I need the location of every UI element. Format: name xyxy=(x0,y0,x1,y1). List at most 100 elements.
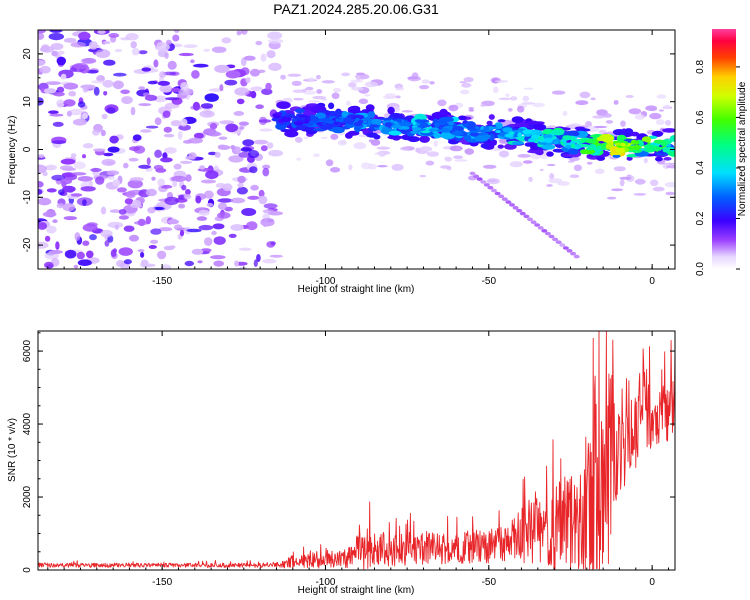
noise-blob xyxy=(112,80,124,90)
streak-blob xyxy=(501,197,508,201)
noise-blob xyxy=(237,175,246,184)
noise-blob xyxy=(137,249,145,253)
haze-blob xyxy=(341,72,350,77)
haze-blob xyxy=(528,176,533,182)
noise-blob xyxy=(38,59,46,66)
ridge-blob xyxy=(546,151,554,157)
noise-blob xyxy=(73,62,89,70)
haze-blob xyxy=(498,97,512,101)
ridge-blob xyxy=(660,141,668,146)
haze-blob xyxy=(643,157,648,164)
haze-blob xyxy=(315,74,321,80)
snr-plot-area xyxy=(38,331,675,570)
noise-blob xyxy=(218,136,228,140)
noise-blob xyxy=(139,263,156,268)
noise-blob xyxy=(159,71,167,78)
haze-blob xyxy=(353,142,367,150)
ridge-blob xyxy=(641,136,652,144)
y-tick-label: -10 xyxy=(22,190,33,205)
haze-blob xyxy=(364,94,371,97)
haze-blob xyxy=(454,159,468,162)
noise-blob xyxy=(265,82,272,90)
noise-blob xyxy=(196,216,208,221)
noise-blob xyxy=(249,166,258,174)
noise-blob xyxy=(234,87,250,96)
noise-blob xyxy=(82,240,90,246)
noise-blob xyxy=(62,203,75,212)
haze-blob xyxy=(613,166,626,172)
noise-blob xyxy=(128,157,139,162)
ridge-blob xyxy=(570,136,575,142)
noise-blob xyxy=(181,184,187,191)
figure-title: PAZ1.2024.285.20.06.G31 xyxy=(273,1,439,17)
noise-blob xyxy=(213,260,224,267)
noise-blob xyxy=(162,110,171,118)
streak-blob xyxy=(519,211,526,216)
noise-blob xyxy=(191,248,204,255)
noise-blob xyxy=(77,101,86,108)
haze-blob xyxy=(407,76,419,80)
noise-blob xyxy=(269,254,283,258)
noise-blob xyxy=(154,149,163,158)
ridge-blob xyxy=(410,130,419,134)
haze-blob xyxy=(464,148,474,155)
spectrogram-axes: -150 -100 -50 0 20 10 0 -10 -20 xyxy=(22,29,675,287)
colorbar-tick-label: 0.2 xyxy=(695,211,706,225)
ridge-blob xyxy=(284,115,291,118)
noise-blob xyxy=(160,157,173,163)
ridge-blob xyxy=(388,130,402,136)
noise-blob xyxy=(146,157,151,166)
noise-blob xyxy=(129,204,143,208)
ridge-blob xyxy=(448,121,454,126)
haze-blob xyxy=(522,95,530,102)
noise-blob xyxy=(102,40,111,45)
noise-blob xyxy=(262,209,275,214)
noise-blob xyxy=(198,209,210,216)
noise-blob xyxy=(70,193,83,197)
haze-blob xyxy=(350,79,363,83)
noise-blob xyxy=(243,55,256,61)
haze-blob xyxy=(652,186,665,192)
noise-blob xyxy=(163,126,172,133)
ridge-blob xyxy=(570,143,576,148)
noise-blob xyxy=(118,247,133,256)
noise-blob xyxy=(169,245,176,249)
haze-blob xyxy=(611,188,624,192)
noise-blob xyxy=(173,163,182,170)
ridge-blob xyxy=(295,124,308,131)
ridge-blob xyxy=(462,123,469,127)
noise-blob xyxy=(268,38,284,44)
ridge-blob xyxy=(570,140,576,145)
noise-blob xyxy=(141,67,152,72)
haze-blob xyxy=(419,174,427,178)
haze-blob xyxy=(628,108,642,115)
haze-blob xyxy=(305,86,314,91)
ridge-blob xyxy=(588,144,597,149)
noise-blob xyxy=(86,250,94,259)
noise-blob xyxy=(225,70,241,79)
ridge-blob xyxy=(353,121,363,127)
colorbar-tick-label: 0.4 xyxy=(695,161,706,175)
haze-blob xyxy=(664,182,675,188)
ridge-blob xyxy=(663,147,673,152)
colorbar-label: Normalized spectral amplitude xyxy=(737,81,748,216)
noise-blob xyxy=(147,207,156,214)
noise-blob xyxy=(242,139,255,147)
ridge-blob xyxy=(596,136,606,141)
haze-blob xyxy=(494,80,509,83)
haze-blob xyxy=(426,151,439,157)
noise-blob xyxy=(211,46,227,53)
noise-blob xyxy=(158,227,173,232)
haze-blob xyxy=(645,105,658,111)
ridge-blob xyxy=(439,108,448,116)
ridge-blob xyxy=(497,144,504,149)
noise-blob xyxy=(106,176,115,180)
noise-blob xyxy=(253,259,258,268)
noise-blob xyxy=(108,33,120,38)
noise-blob xyxy=(140,251,145,258)
haze-blob xyxy=(345,100,351,106)
noise-blob xyxy=(179,160,193,164)
noise-blob xyxy=(50,43,64,50)
noise-blob xyxy=(258,189,265,198)
noise-blob xyxy=(263,203,278,209)
